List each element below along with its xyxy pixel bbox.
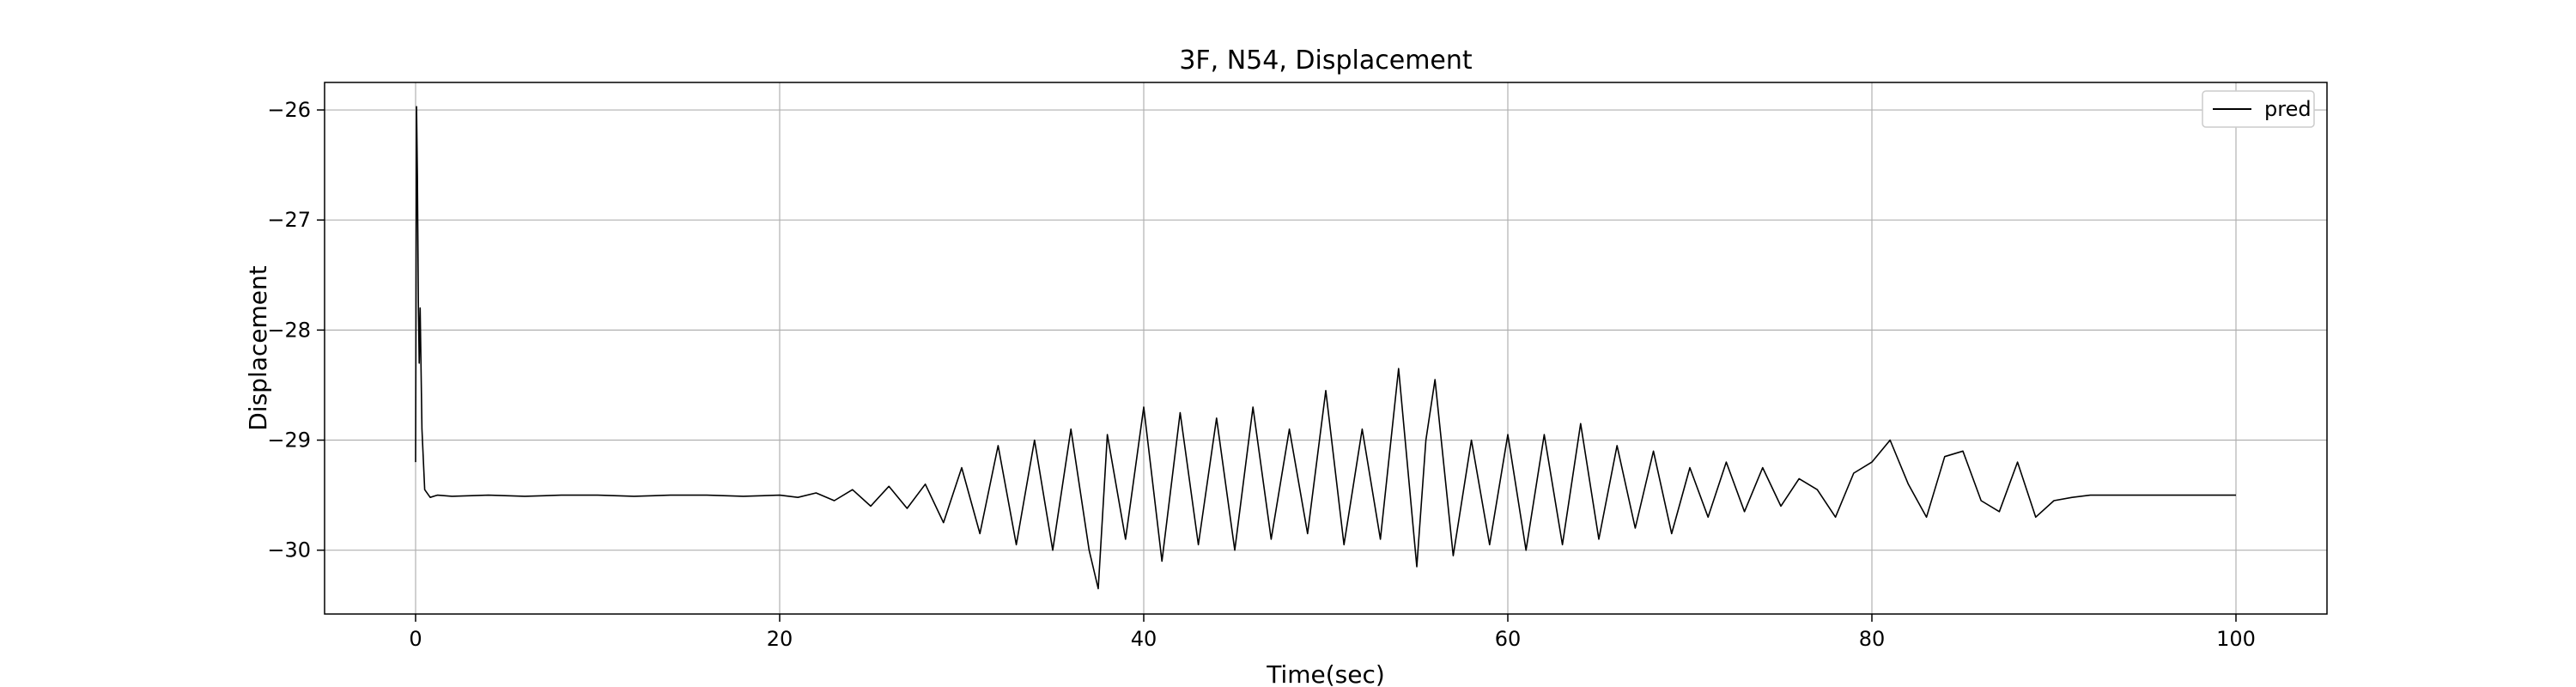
chart-title: 3F, N54, Displacement [1179, 46, 1473, 76]
x-tick-label: 60 [1495, 627, 1522, 651]
x-tick-label: 100 [2216, 627, 2256, 651]
x-tick-label: 40 [1131, 627, 1157, 651]
y-axis-ticks: −26 −27 −28 −29 −30 [267, 98, 325, 562]
plot-frame [324, 82, 2328, 615]
series-layer [415, 106, 2236, 590]
y-tick-label: −28 [267, 318, 311, 342]
x-axis-ticks: 0 20 40 60 80 100 [409, 614, 2256, 651]
y-tick-label: −30 [267, 538, 311, 562]
x-tick-label: 80 [1859, 627, 1886, 651]
x-tick-label: 20 [767, 627, 793, 651]
series-line-pred [415, 106, 2236, 590]
y-axis-label: Displacement [244, 265, 272, 431]
y-tick-label: −26 [267, 98, 311, 122]
x-tick-label: 0 [409, 627, 422, 651]
legend: pred [2202, 90, 2315, 128]
legend-box [2202, 90, 2315, 128]
legend-label-pred: pred [2264, 97, 2312, 121]
y-tick-label: −27 [267, 208, 311, 232]
grid-lines [325, 82, 2327, 614]
x-axis-label: Time(sec) [1266, 660, 1385, 687]
y-tick-label: −29 [267, 429, 311, 453]
